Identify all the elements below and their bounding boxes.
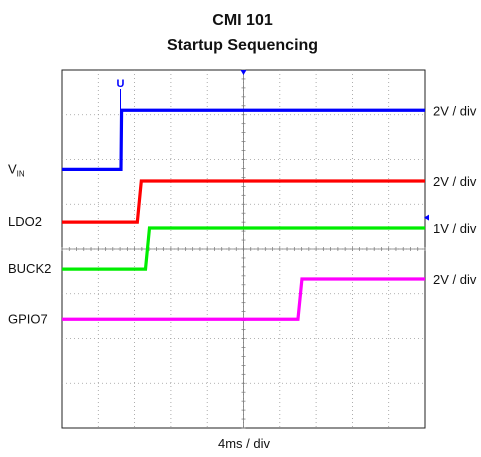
ground-marker-icon (424, 214, 429, 221)
trace-buck2 (62, 226, 425, 271)
chart-title-line2: Startup Sequencing (166, 37, 319, 54)
trace-ldo2 (62, 179, 425, 224)
scale-label-buck2: 1V / div (433, 221, 477, 236)
scale-label-v: 2V / div (433, 103, 477, 118)
channel-label-v: VIN (8, 161, 25, 178)
traces (62, 89, 425, 321)
trace-v (62, 108, 425, 171)
labels: VIN 2V / div LDO2 2V / div BUCK2 1V / div GPIO… (8, 70, 477, 326)
scale-label-gpio7: 2V / div (433, 272, 477, 287)
trigger-position-icon (240, 70, 247, 75)
trigger-marker-icon: U (117, 78, 125, 90)
chart-title-line1: CMI 101 (212, 12, 273, 29)
scale-label-ldo2: 2V / div (433, 174, 477, 189)
trace-gpio7 (62, 277, 425, 321)
channel-label-gpio7: GPIO7 (8, 311, 48, 326)
channel-label-ldo2: LDO2 (8, 214, 42, 229)
time-scale-label: 4ms / div (218, 436, 271, 451)
channel-label-buck2: BUCK2 (8, 261, 51, 276)
